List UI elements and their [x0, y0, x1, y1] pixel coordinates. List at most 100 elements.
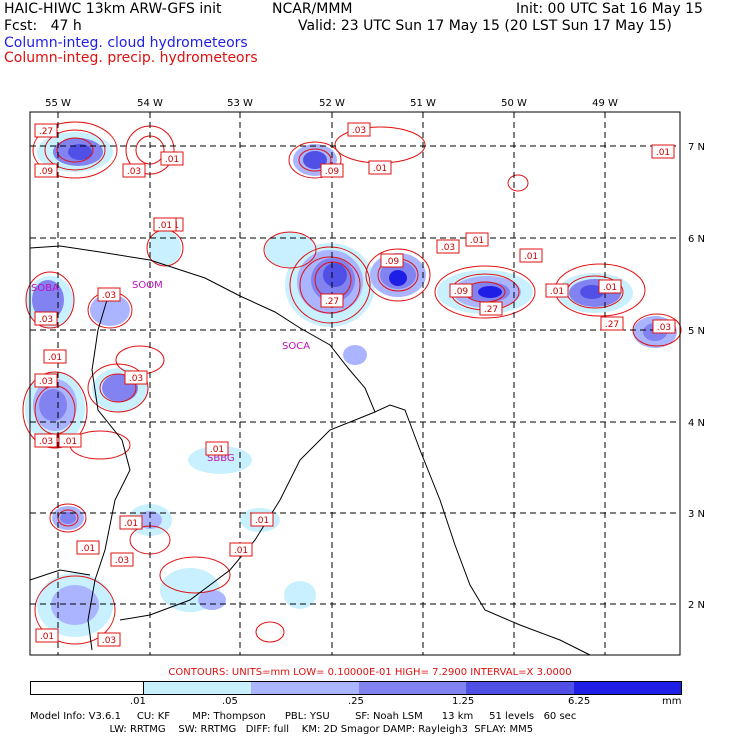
contour-label-text: .03	[39, 437, 53, 447]
contour-label-text: .03	[127, 167, 141, 177]
contours-info: CONTOURS: UNITS=mm LOW= 0.10000E-01 HIGH…	[168, 667, 572, 678]
contour-label: .01	[519, 248, 543, 263]
contour-label: .03	[436, 239, 460, 254]
contour-label: .27	[34, 123, 58, 138]
contour-label: .03	[347, 122, 371, 137]
init-time: Init: 00 UTC Sat 16 May 15	[516, 1, 703, 17]
lon-label: 50 W	[501, 98, 527, 109]
colorbar-segment	[358, 682, 467, 694]
colorbar-tick: .01	[130, 696, 146, 707]
station-label: SOOM	[132, 280, 163, 291]
contour-label: .27	[600, 316, 624, 331]
contour-label-text: .01	[81, 544, 95, 554]
contour-label: .01	[153, 217, 177, 232]
lon-label: 51 W	[410, 98, 436, 109]
colorbar	[30, 681, 682, 695]
colorbar-segment	[31, 682, 144, 694]
contour-label-text: .09	[39, 167, 54, 177]
contour-label-text: .01	[656, 148, 670, 158]
contour-label-text: .01	[470, 236, 484, 246]
colorbar-tick: .05	[222, 696, 238, 707]
contour-label: .01	[76, 540, 100, 555]
plot-title: HAIC-HIWC 13km ARW-GFS init	[4, 1, 222, 17]
latlon-grid	[30, 112, 680, 655]
contour-label: .27	[479, 301, 503, 316]
contour-label: .01	[205, 441, 229, 456]
contour-label-text: .03	[657, 323, 671, 333]
lon-label: 53 W	[227, 98, 253, 109]
lat-label: 3 N	[688, 509, 705, 520]
contour-label: .01	[58, 433, 82, 448]
lon-labels: 55 W 54 W 53 W 52 W 51 W 50 W 49 W	[45, 98, 618, 109]
contour-label: .01	[250, 512, 274, 527]
contour-label: .01	[598, 279, 622, 294]
contour-label: .01	[465, 232, 489, 247]
colorbar-tick: 1.25	[452, 696, 475, 707]
contour-label: .03	[97, 632, 121, 647]
contour-label: .09	[449, 283, 473, 298]
contour-label: .09	[380, 253, 404, 268]
station-label: SOBA	[31, 283, 59, 294]
valid-time: Valid: 23 UTC Sun 17 May 15 (20 LST Sun …	[298, 18, 672, 34]
lat-label: 7 N	[688, 142, 705, 153]
contour-label: .09	[34, 163, 58, 178]
contour-label-text: .03	[102, 636, 116, 646]
contour-label: .01	[35, 628, 59, 643]
contour-label-text: .03	[352, 126, 366, 136]
lon-label: 55 W	[45, 98, 71, 109]
contour-label-text: .09	[385, 257, 400, 267]
contour-label-text: .01	[40, 632, 54, 642]
org-label: NCAR/MMM	[272, 1, 353, 17]
contour-label-text: .01	[524, 252, 538, 262]
contour-label-text: .09	[454, 287, 469, 297]
contour-label-text: .27	[484, 305, 498, 315]
lon-label: 52 W	[319, 98, 345, 109]
contour-label-text: .03	[39, 315, 53, 325]
contour-label: .03	[34, 373, 58, 388]
contour-label: .03	[652, 319, 676, 334]
colorbar-segment	[573, 682, 681, 694]
contour-label-text: .27	[605, 320, 619, 330]
contour-label: .01	[229, 542, 253, 557]
contour-label: .03	[34, 433, 58, 448]
field-precip-label: Column-integ. precip. hydrometeors	[4, 50, 258, 66]
contour-label: .03	[124, 370, 148, 385]
contour-label-text: .03	[441, 243, 455, 253]
contour-label: .03	[122, 163, 146, 178]
lat-label: 4 N	[688, 418, 705, 429]
colorbar-tick: 6.25	[568, 696, 591, 707]
contour-label: .01	[651, 144, 675, 159]
lat-label: 6 N	[688, 234, 705, 245]
model-info-line2: LW: RRTMG SW: RRTMG DIFF: full KM: 2D Sm…	[30, 724, 534, 735]
colorbar-segment	[251, 682, 359, 694]
contour-label: .09	[320, 163, 344, 178]
contour-label: .01	[119, 515, 143, 530]
contour-label-text: .09	[325, 167, 340, 177]
colorbar-segment	[466, 682, 574, 694]
contour-label-text: .01	[550, 287, 564, 297]
contour-label: .27	[320, 293, 344, 308]
contour-label-text: .01	[373, 164, 387, 174]
contour-label-text: .03	[115, 556, 129, 566]
contour-label-text: .01	[210, 445, 224, 455]
colorbar-tick: .25	[348, 696, 364, 707]
map-frame	[29, 111, 681, 656]
model-info-line1: Model Info: V3.6.1 CU: KF MP: Thompson P…	[30, 711, 577, 722]
contour-label-text: .03	[39, 377, 53, 387]
contour-label: .01	[160, 151, 184, 166]
contour-label-text: .01	[158, 221, 172, 231]
lat-labels: 7 N 6 N 5 N 4 N 3 N 2 N	[688, 142, 705, 611]
contour-labels: .27 .09 .03 .01 .01 .09 .03 .01 .01 .03 .01 .01 .03.…	[34, 122, 676, 647]
contour-label-text: .27	[325, 297, 339, 307]
lon-label: 49 W	[592, 98, 618, 109]
contour-label: .01	[43, 349, 67, 364]
contour-label-text: .01	[48, 353, 62, 363]
station-labels: SOCA SOOM SBBG SOBA	[31, 280, 310, 464]
coastline	[29, 245, 591, 656]
contour-label-text: .01	[124, 519, 138, 529]
station-label: SOCA	[282, 341, 310, 352]
contour-label-text: .03	[102, 291, 116, 301]
contour-label-text: .01	[234, 546, 248, 556]
contour-label-text: .01	[63, 437, 77, 447]
